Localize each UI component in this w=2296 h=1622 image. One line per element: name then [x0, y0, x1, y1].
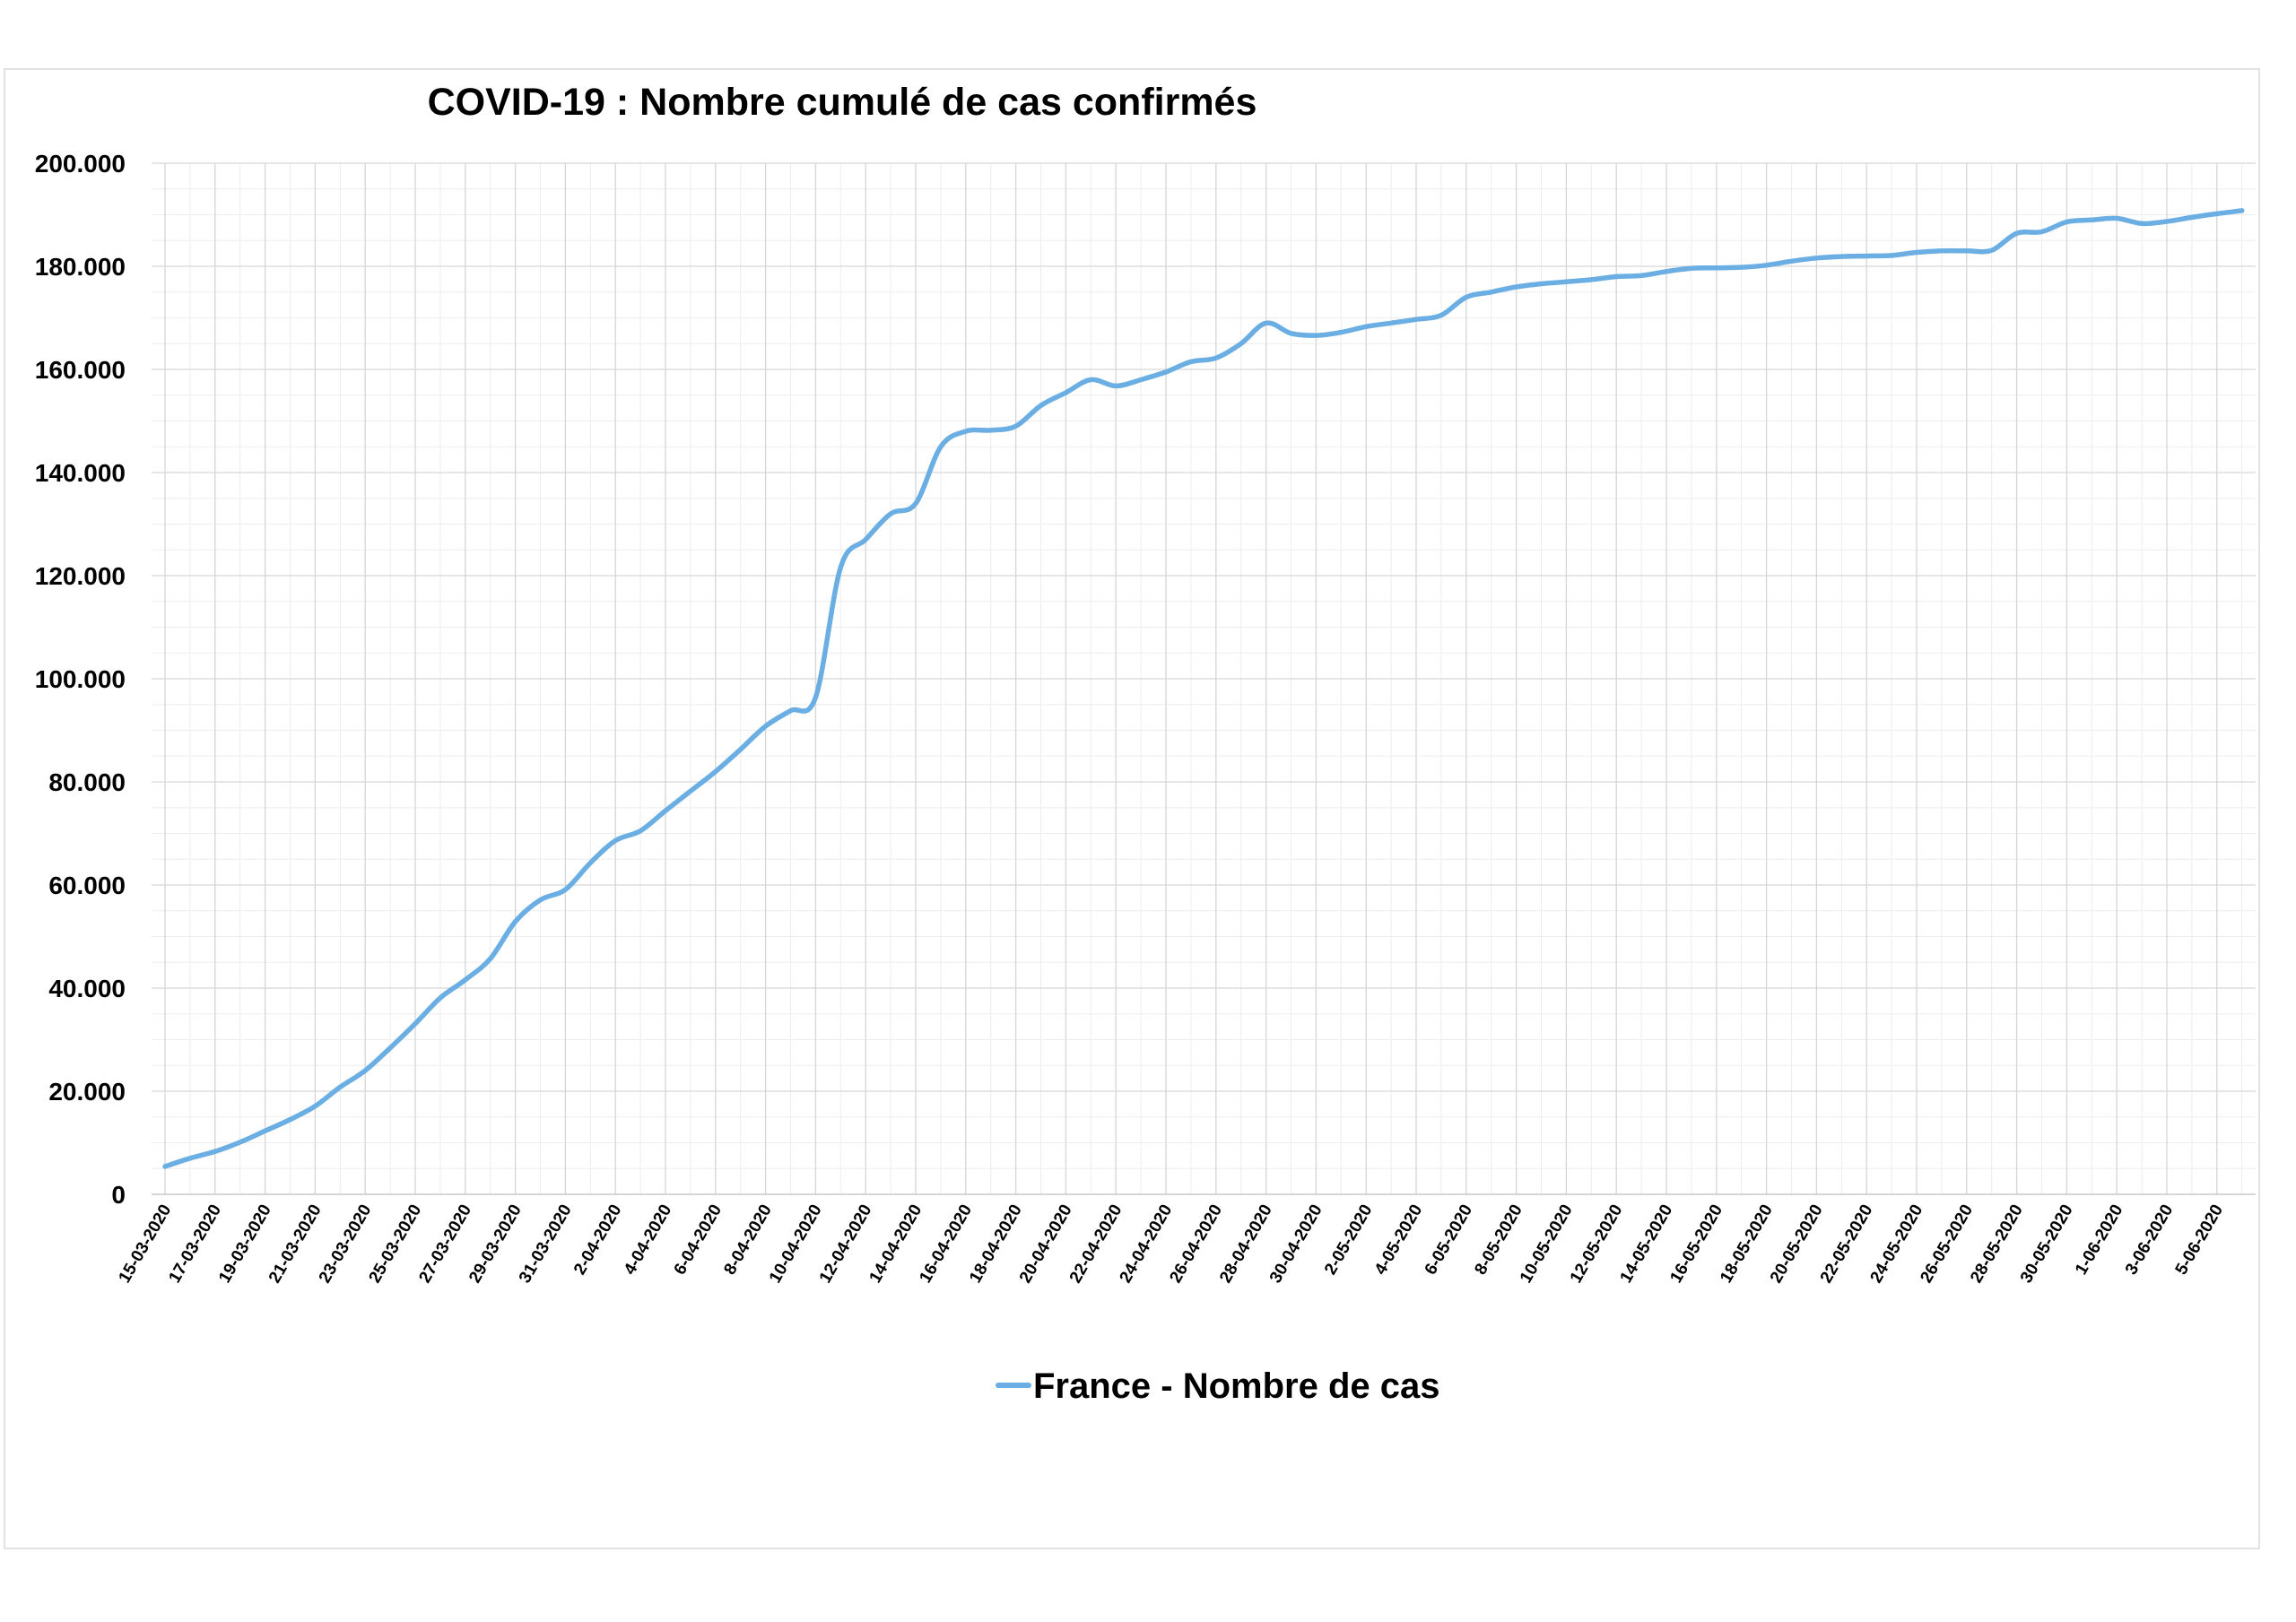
y-tick-label: 120.000 [35, 562, 126, 590]
y-tick-label: 40.000 [48, 975, 126, 1002]
x-tick-label: 25-03-2020 [366, 1201, 426, 1287]
y-tick-label: 180.000 [35, 253, 126, 281]
series-line-france [162, 208, 2245, 1169]
x-tick-label: 26-05-2020 [1917, 1201, 1977, 1287]
x-tick-label: 20-05-2020 [1767, 1201, 1827, 1287]
x-tick-label: 12-04-2020 [816, 1201, 876, 1287]
y-tick-label: 100.000 [35, 665, 126, 693]
x-tick-label: 27-03-2020 [415, 1201, 475, 1287]
legend: France - Nombre de cas [996, 1366, 1440, 1406]
x-tick-label: 4-05-2020 [1371, 1201, 1426, 1279]
x-tick-label: 21-03-2020 [265, 1201, 326, 1287]
x-tick-label: 19-03-2020 [215, 1201, 275, 1287]
x-tick-label: 24-04-2020 [1117, 1201, 1177, 1287]
y-tick-label: 80.000 [48, 768, 126, 796]
y-tick-label: 200.000 [35, 150, 126, 178]
x-axis-tick-labels: 15-03-202017-03-202019-03-202021-03-2020… [116, 1201, 2228, 1287]
x-tick-label: 29-03-2020 [465, 1201, 526, 1287]
y-tick-label: 20.000 [48, 1078, 126, 1106]
x-tick-label: 22-04-2020 [1066, 1201, 1126, 1287]
x-tick-label: 24-05-2020 [1867, 1201, 1927, 1287]
x-tick-label: 8-05-2020 [1471, 1201, 1526, 1279]
x-tick-label: 23-03-2020 [316, 1201, 376, 1287]
x-tick-label: 5-06-2020 [2172, 1201, 2227, 1279]
x-tick-label: 28-04-2020 [1216, 1201, 1276, 1287]
x-tick-label: 4-04-2020 [621, 1201, 675, 1279]
major-gridlines [152, 162, 2256, 1195]
x-tick-label: 30-05-2020 [2017, 1201, 2077, 1287]
x-tick-label: 16-05-2020 [1666, 1201, 1726, 1287]
y-tick-label: 160.000 [35, 356, 126, 384]
chart-title: COVID-19 : Nombre cumulé de cas confirmé… [428, 81, 1257, 124]
y-axis-tick-labels: 0 20.000 40.000 60.000 80.000 100.000 120.000 1… [35, 150, 126, 1209]
x-tick-label: 18-04-2020 [966, 1201, 1026, 1287]
x-tick-label: 2-04-2020 [570, 1201, 625, 1279]
line-chart: COVID-19 : Nombre cumulé de cas confirmé… [35, 81, 2256, 1406]
x-tick-label: 8-04-2020 [720, 1201, 775, 1279]
x-tick-label: 26-04-2020 [1166, 1201, 1226, 1287]
x-tick-label: 14-04-2020 [866, 1201, 926, 1287]
x-tick-label: 6-04-2020 [671, 1201, 726, 1279]
x-tick-label: 12-05-2020 [1567, 1201, 1627, 1287]
x-tick-label: 1-06-2020 [2072, 1201, 2126, 1279]
x-tick-label: 31-03-2020 [516, 1201, 576, 1287]
y-tick-label: 0 [111, 1181, 126, 1209]
x-tick-label: 15-03-2020 [116, 1201, 176, 1287]
x-tick-label: 17-03-2020 [165, 1201, 225, 1287]
x-tick-label: 18-05-2020 [1717, 1201, 1777, 1287]
x-tick-label: 10-04-2020 [766, 1201, 826, 1287]
x-tick-label: 30-04-2020 [1266, 1201, 1326, 1287]
x-tick-label: 2-05-2020 [1321, 1201, 1376, 1279]
x-tick-label: 28-05-2020 [1967, 1201, 2027, 1287]
y-tick-label: 60.000 [48, 872, 126, 899]
legend-label: France - Nombre de cas [1033, 1366, 1440, 1406]
chart-area: COVID-19 : Nombre cumulé de cas confirmé… [4, 68, 2260, 1549]
x-tick-label: 20-04-2020 [1016, 1201, 1076, 1287]
series-layer [162, 208, 2245, 1169]
y-tick-label: 140.000 [35, 459, 126, 487]
x-tick-label: 14-05-2020 [1617, 1201, 1677, 1287]
x-tick-label: 6-05-2020 [1422, 1201, 1476, 1279]
x-tick-label: 22-05-2020 [1817, 1201, 1877, 1287]
x-tick-label: 3-06-2020 [2122, 1201, 2177, 1279]
x-tick-label: 16-04-2020 [916, 1201, 976, 1287]
x-tick-label: 10-05-2020 [1517, 1201, 1577, 1287]
